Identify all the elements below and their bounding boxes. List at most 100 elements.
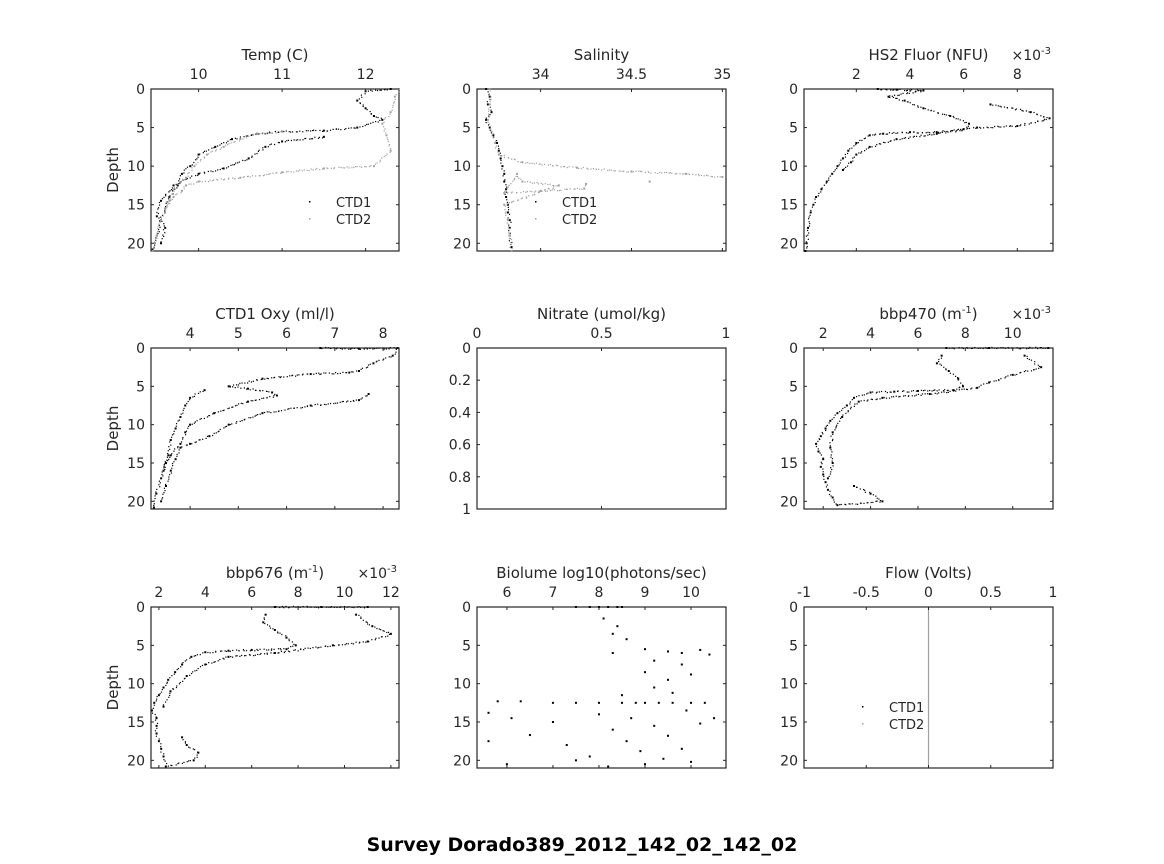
data-point [630, 717, 633, 720]
trace-dot [912, 92, 914, 94]
trace-dot [909, 136, 911, 138]
trace-dot [298, 606, 300, 608]
trace-dot [183, 169, 185, 171]
trace-dot [1015, 108, 1018, 110]
trace-dot [216, 178, 218, 181]
data-point [230, 138, 233, 141]
trace-dot [863, 399, 865, 402]
trace-dot [175, 423, 178, 425]
trace-dot [179, 181, 181, 183]
trace-dot [248, 380, 250, 382]
trace-dot [370, 113, 372, 115]
trace-dot [183, 179, 185, 182]
trace-dot [283, 376, 285, 378]
trace-dot [907, 132, 909, 134]
trace-dot [359, 102, 361, 104]
trace-dot [849, 148, 851, 150]
y-tick-label: 0 [462, 341, 471, 357]
trace-dot [159, 482, 161, 484]
panel-title: HS2 Fluor (NFU) [868, 46, 988, 64]
data-point [172, 196, 175, 198]
trace-dot [515, 175, 517, 178]
trace-dot [1028, 358, 1030, 361]
trace-dot [348, 127, 350, 129]
trace-dot [293, 649, 295, 651]
trace-dot [180, 666, 182, 668]
trace-dot [510, 244, 512, 246]
trace-dot [383, 130, 385, 132]
trace-dot [547, 164, 550, 166]
trace-dot [319, 169, 321, 171]
trace-dot [903, 137, 905, 139]
trace-dot [829, 473, 832, 475]
data-point [501, 165, 504, 168]
trace-dot [314, 606, 316, 608]
trace-dot [272, 172, 274, 174]
trace-dot [255, 414, 257, 416]
trace-dot [535, 162, 537, 164]
trace-dot [160, 216, 162, 218]
y-tick-label: 0.6 [449, 438, 471, 454]
data-point [648, 180, 651, 183]
trace-dot [362, 619, 364, 621]
trace-dot [259, 648, 261, 650]
trace-dot [507, 223, 510, 225]
trace-dot [864, 491, 866, 493]
trace-dot [290, 131, 292, 133]
trace-dot [279, 606, 281, 609]
data-point [849, 161, 852, 164]
trace-dot [849, 503, 851, 505]
trace-dot [256, 152, 258, 155]
trace-dot [182, 739, 184, 741]
y-tick-label: 20 [127, 236, 145, 252]
trace-dot [321, 606, 323, 608]
trace-dot [156, 237, 158, 239]
trace-dot [991, 346, 993, 349]
trace-dot [344, 167, 346, 169]
data-point [685, 172, 688, 175]
trace-dot [394, 98, 396, 101]
legend-marker-ctd2 [535, 218, 537, 220]
trace-dot [504, 212, 507, 214]
trace-dot [603, 168, 605, 170]
trace-dot [508, 240, 510, 242]
trace-dot [280, 650, 283, 653]
trace-dot [374, 626, 376, 628]
trace-dot [489, 129, 491, 131]
trace-dot [153, 500, 155, 502]
data-point [809, 211, 812, 214]
trace-dot [161, 220, 163, 223]
trace-dot [315, 372, 317, 374]
trace-dot [187, 175, 189, 177]
trace-dot [189, 177, 191, 179]
trace-dot [664, 172, 666, 174]
data-point [160, 747, 163, 750]
axis-exponent: ×10-3 [1011, 46, 1051, 64]
trace-dot [379, 119, 381, 122]
trace-dot [388, 115, 390, 118]
trace-dot [279, 632, 281, 634]
trace-dot [223, 409, 225, 411]
trace-dot [161, 498, 163, 500]
trace-dot [160, 241, 162, 243]
trace-dot [287, 647, 289, 649]
data-point [882, 132, 885, 135]
y-tick-label: 20 [780, 236, 798, 252]
trace-dot [389, 151, 391, 154]
data-point [372, 362, 375, 365]
trace-dot [297, 170, 300, 172]
trace-dot [316, 606, 318, 608]
trace-dot [193, 422, 195, 424]
trace-dot [555, 185, 557, 187]
trace-dot [170, 472, 173, 474]
trace-dot [661, 172, 663, 174]
trace-dot [847, 410, 849, 412]
trace-dot [933, 110, 935, 112]
trace-dot [834, 169, 836, 171]
trace-dot [872, 134, 874, 136]
trace-dot [936, 390, 938, 392]
trace-dot [369, 363, 371, 365]
y-tick-label: 15 [780, 456, 798, 472]
trace-dot [258, 399, 261, 401]
trace-dot [517, 161, 519, 163]
